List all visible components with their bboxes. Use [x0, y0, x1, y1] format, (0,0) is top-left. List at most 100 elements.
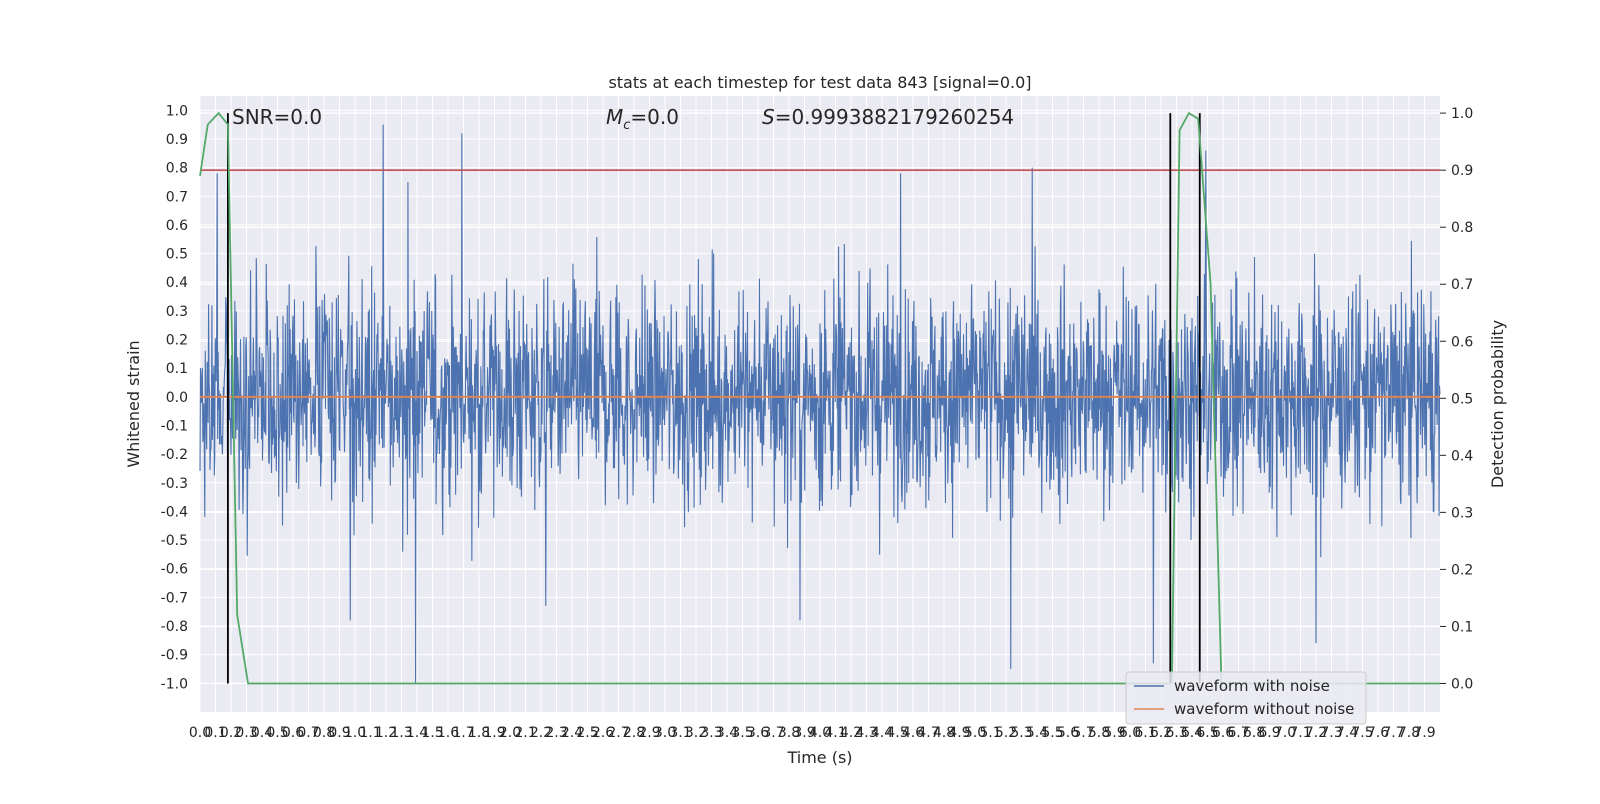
s-annotation: S=0.9993882179260254 — [762, 105, 1014, 129]
x-tick-label: 1.1 — [359, 725, 381, 741]
x-tick-label: 5.9 — [1103, 725, 1125, 741]
x-tick-label: 0.4 — [251, 725, 273, 741]
x-tick-label: 5.2 — [995, 725, 1017, 741]
x-tick-label: 3.0 — [654, 725, 676, 741]
x-tick-label: 6.7 — [1227, 725, 1249, 741]
x-tick-label: 2.5 — [576, 725, 598, 741]
x-tick-label: 6.0 — [1119, 725, 1141, 741]
left-tick-labels: 1.0 0.9 0.8 0.7 0.6 0.5 0.4 0.3 0.2 0.1 0.0 -0.1 -0.… — [161, 103, 188, 692]
x-tick-label: 7.7 — [1382, 725, 1404, 741]
x-tick-label: 1.3 — [390, 725, 412, 741]
mc-symbol: M — [606, 105, 623, 129]
s-value: =0.9993882179260254 — [775, 105, 1014, 129]
x-tick-label: 0.6 — [282, 725, 304, 741]
x-tick-label: 4.8 — [933, 725, 955, 741]
right-tick-label: 0.7 — [1451, 277, 1473, 293]
x-tick-label: 2.6 — [592, 725, 614, 741]
legend-label-noise: waveform with noise — [1174, 677, 1330, 695]
left-tick-label: 0.3 — [166, 304, 188, 320]
x-tick-label: 1.4 — [406, 725, 428, 741]
x-tick-label: 6.5 — [1196, 725, 1218, 741]
x-tick-labels: 0.00.10.20.30.40.50.60.70.80.91.01.11.21… — [189, 725, 1436, 741]
x-tick-label: 4.7 — [917, 725, 939, 741]
x-tick-label: 1.0 — [344, 725, 366, 741]
x-tick-label: 0.0 — [189, 725, 211, 741]
x-tick-label: 2.0 — [499, 725, 521, 741]
left-tick-label: -0.6 — [161, 562, 188, 578]
right-tick-label: 0.6 — [1451, 334, 1473, 350]
x-tick-label: 2.1 — [514, 725, 536, 741]
x-tick-label: 6.9 — [1258, 725, 1280, 741]
x-tick-label: 2.7 — [607, 725, 629, 741]
legend: waveform with noise waveform without noi… — [1125, 671, 1367, 725]
left-tick-label: -0.8 — [161, 619, 188, 635]
x-tick-label: 6.2 — [1150, 725, 1172, 741]
x-tick-label: 7.3 — [1320, 725, 1342, 741]
x-tick-label: 1.2 — [375, 725, 397, 741]
x-tick-label: 1.6 — [437, 725, 459, 741]
x-tick-label: 3.4 — [716, 725, 738, 741]
left-tick-label: 0.2 — [166, 333, 188, 349]
legend-label-clean: waveform without noise — [1174, 700, 1354, 718]
left-tick-label: 0.7 — [166, 189, 188, 205]
noise-waveform — [199, 124, 1441, 684]
x-tick-label: 7.8 — [1398, 725, 1420, 741]
x-tick-label: 0.7 — [297, 725, 319, 741]
x-tick-label: 2.2 — [530, 725, 552, 741]
x-tick-label: 4.4 — [871, 725, 893, 741]
x-tick-label: 5.0 — [964, 725, 986, 741]
x-tick-label: 0.2 — [220, 725, 242, 741]
x-tick-label: 3.5 — [731, 725, 753, 741]
detection-probability-line — [199, 111, 1440, 685]
right-tick-label: 0.1 — [1451, 619, 1473, 635]
left-tick-label: 0.6 — [166, 218, 188, 234]
overlay-lines — [199, 111, 1440, 685]
x-tick-label: 5.8 — [1088, 725, 1110, 741]
right-tick-label: 0.3 — [1451, 505, 1473, 521]
right-tick-label: 1.0 — [1451, 106, 1473, 122]
x-tick-label: 7.2 — [1305, 725, 1327, 741]
mc-annotation: Mc=0.0 — [606, 105, 679, 133]
x-tick-label: 2.4 — [561, 725, 583, 741]
left-tick-label: 0.5 — [166, 247, 188, 263]
x-tick-label: 5.7 — [1072, 725, 1094, 741]
x-tick-label: 6.3 — [1165, 725, 1187, 741]
right-tick-labels: 1.0 0.9 0.8 0.7 0.6 0.5 0.4 0.3 0.2 0.1 0.0 — [1440, 106, 1473, 692]
left-tick-label: 1.0 — [166, 103, 188, 119]
chart-title: stats at each timestep for test data 843… — [608, 73, 1031, 92]
right-tick-label: 0.8 — [1451, 220, 1473, 236]
mc-value: =0.0 — [630, 105, 679, 129]
left-tick-label: -1.0 — [161, 676, 188, 692]
left-tick-label: 0.8 — [166, 161, 188, 177]
x-tick-label: 1.9 — [483, 725, 505, 741]
x-tick-label: 2.9 — [638, 725, 660, 741]
x-tick-label: 5.4 — [1026, 725, 1048, 741]
x-tick-label: 7.4 — [1336, 725, 1358, 741]
y-axis-label-left: Whitened strain — [124, 340, 143, 467]
x-tick-label: 4.0 — [809, 725, 831, 741]
right-tick-label: 0.2 — [1451, 562, 1473, 578]
x-tick-label: 4.6 — [902, 725, 924, 741]
left-tick-label: -0.9 — [161, 648, 188, 664]
x-tick-label: 6.1 — [1134, 725, 1156, 741]
x-tick-label: 2.3 — [545, 725, 567, 741]
x-tick-label: 6.4 — [1181, 725, 1203, 741]
x-tick-label: 0.1 — [204, 725, 226, 741]
left-tick-label: -0.4 — [161, 504, 188, 520]
right-tick-label: 0.4 — [1451, 448, 1473, 464]
x-tick-label: 3.2 — [685, 725, 707, 741]
y-axis-label-right: Detection probability — [1488, 320, 1507, 488]
left-tick-label: -0.5 — [161, 533, 188, 549]
x-tick-label: 7.5 — [1351, 725, 1373, 741]
left-tick-label: -0.1 — [161, 418, 188, 434]
left-tick-label: 0.4 — [166, 275, 188, 291]
x-tick-label: 6.6 — [1212, 725, 1234, 741]
x-tick-label: 3.6 — [747, 725, 769, 741]
x-tick-label: 2.8 — [623, 725, 645, 741]
x-tick-label: 4.9 — [948, 725, 970, 741]
x-tick-label: 5.5 — [1041, 725, 1063, 741]
x-tick-label: 5.1 — [979, 725, 1001, 741]
x-tick-label: 0.5 — [266, 725, 288, 741]
x-tick-label: 3.8 — [778, 725, 800, 741]
